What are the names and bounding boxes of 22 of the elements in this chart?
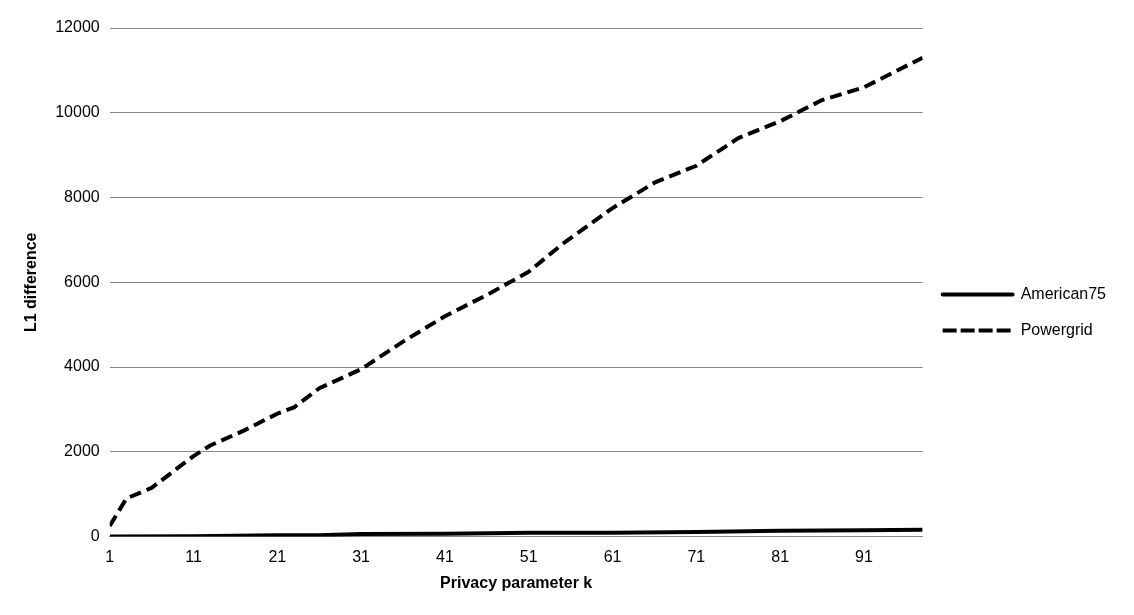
y-tick-label: 12000 (55, 18, 100, 36)
legend-label: Powergrid (1020, 320, 1093, 338)
x-tick-label: 81 (771, 547, 790, 565)
y-tick-label: 6000 (64, 272, 100, 290)
x-tick-label: 71 (687, 547, 706, 565)
y-axis-title: L1 difference (22, 232, 40, 333)
x-tick-label: 31 (352, 547, 371, 565)
y-tick-label: 0 (90, 527, 100, 545)
x-tick-label: 41 (436, 547, 454, 565)
x-tick-label: 11 (185, 547, 202, 565)
x-tick-label: 21 (268, 547, 287, 565)
x-tick-label: 61 (603, 547, 622, 565)
x-tick-label: 91 (855, 547, 873, 565)
y-tick-label: 2000 (64, 442, 100, 460)
y-tick-label: 4000 (64, 357, 100, 375)
y-tick-label: 10000 (55, 103, 100, 121)
y-tick-label: 8000 (64, 187, 100, 205)
x-tick-label: 1 (105, 547, 115, 565)
legend-label: American75 (1020, 284, 1107, 302)
x-axis-title: Privacy parameter k (440, 573, 593, 591)
line-series (109, 55, 923, 528)
x-tick-label: 51 (519, 547, 538, 565)
